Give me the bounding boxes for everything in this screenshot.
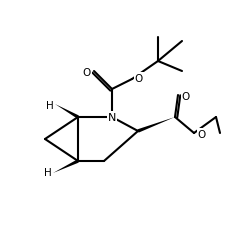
Text: O: O: [181, 92, 189, 102]
Text: O: O: [134, 74, 142, 84]
Text: H: H: [46, 100, 54, 110]
Text: O: O: [197, 129, 205, 139]
Polygon shape: [55, 105, 79, 119]
Polygon shape: [53, 160, 78, 173]
Text: N: N: [107, 112, 116, 122]
Text: H: H: [44, 167, 52, 177]
Polygon shape: [137, 118, 174, 133]
Text: O: O: [83, 68, 91, 78]
